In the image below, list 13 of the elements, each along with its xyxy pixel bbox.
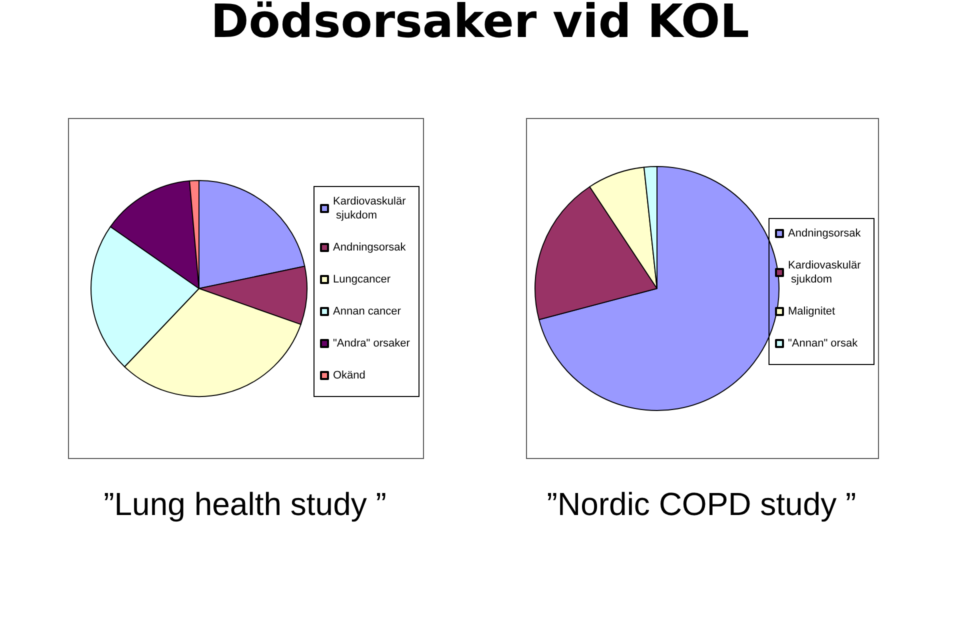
text: ”Nordic COPD study ” xyxy=(546,486,858,523)
legend-label: "Andra" orsaker xyxy=(333,338,410,350)
legend-label: Kardiovaskulär sjukdom xyxy=(333,196,406,222)
legend-label: Annan cancer xyxy=(333,306,402,318)
text: ”Lung health study ” xyxy=(102,486,388,523)
legend-label: Andningsorsak xyxy=(788,228,862,240)
legend-label: Andningsorsak xyxy=(333,242,406,254)
legend-label: Okänd xyxy=(333,370,366,382)
legend-label: Kardiovaskulär sjukdom xyxy=(788,260,862,286)
text: Dödsorsaker vid KOL xyxy=(210,0,750,48)
legend-label: "Annan" orsak xyxy=(788,338,858,350)
legend-label: Malignitet xyxy=(788,306,836,318)
legend-label: Lungcancer xyxy=(333,274,391,286)
